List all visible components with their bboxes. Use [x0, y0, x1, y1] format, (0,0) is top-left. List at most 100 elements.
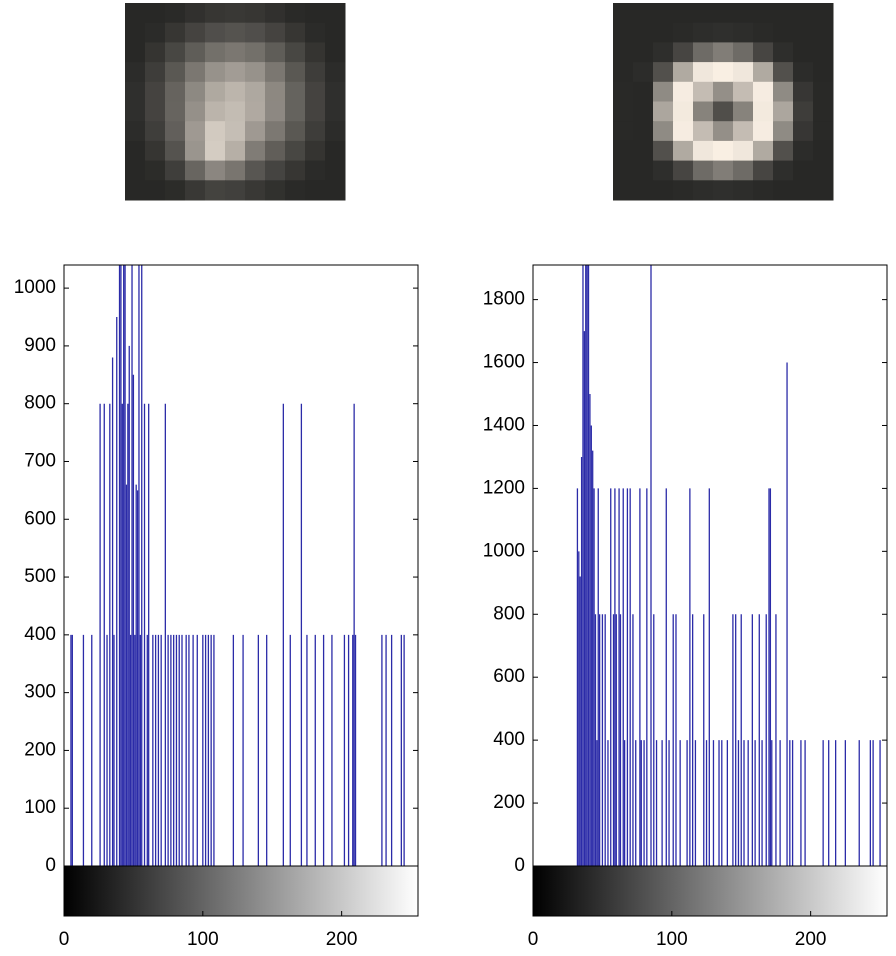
- pixel: [225, 121, 246, 142]
- pixel: [185, 62, 206, 83]
- pixel: [653, 22, 674, 43]
- pixel: [693, 180, 714, 201]
- pixel: [125, 101, 146, 122]
- pixel: [673, 160, 694, 181]
- pixel: [185, 81, 206, 102]
- x-tick-label: 0: [59, 929, 70, 950]
- pixel: [733, 62, 754, 83]
- pixel: [693, 140, 714, 162]
- pixel: [225, 160, 246, 181]
- y-tick-label: 800: [24, 393, 56, 414]
- pixel: [613, 22, 634, 43]
- colorbar: [532, 865, 888, 917]
- pixel: [713, 42, 734, 63]
- pixel: [713, 3, 734, 24]
- pixel: [733, 180, 754, 201]
- pixel: [713, 180, 734, 201]
- pixel: [733, 160, 754, 181]
- pixel: [265, 3, 286, 24]
- pixel: [205, 22, 226, 43]
- pixel: [713, 160, 734, 181]
- y-tick-label: 300: [24, 682, 56, 703]
- pixel: [813, 121, 834, 142]
- pixel: [225, 3, 246, 24]
- pixel: [733, 101, 754, 122]
- pixel: [185, 160, 206, 181]
- pixel: [673, 62, 694, 83]
- pixel: [125, 81, 146, 102]
- pixel: [325, 180, 346, 201]
- pixel: [145, 180, 166, 201]
- pixel: [245, 160, 266, 181]
- y-tick-label: 1400: [483, 414, 525, 435]
- pixel: [673, 3, 694, 24]
- pixel: [633, 22, 654, 43]
- pixel-image: [613, 3, 834, 201]
- x-tick-label: 200: [795, 929, 827, 950]
- y-tick-label: 200: [493, 792, 525, 813]
- pixel: [793, 62, 814, 83]
- pixel: [325, 62, 346, 83]
- pixel: [165, 160, 186, 181]
- pixel: [225, 180, 246, 201]
- stems: [576, 265, 881, 866]
- pixel: [245, 42, 266, 63]
- pixel: [713, 140, 734, 162]
- pixel: [753, 121, 774, 142]
- pixel: [713, 62, 734, 83]
- pixel: [633, 160, 654, 181]
- y-tick-label: 100: [24, 797, 56, 818]
- pixel: [753, 62, 774, 83]
- pixel: [633, 121, 654, 142]
- pixel: [305, 42, 326, 63]
- y-tick-label: 400: [493, 729, 525, 750]
- pixel: [813, 42, 834, 63]
- pixel: [693, 81, 714, 102]
- pixel: [753, 42, 774, 63]
- pixel: [733, 22, 754, 43]
- pixel: [265, 62, 286, 83]
- pixel: [205, 160, 226, 181]
- pixel: [813, 62, 834, 83]
- pixel: [753, 81, 774, 102]
- pixel: [125, 140, 146, 162]
- pixel: [633, 101, 654, 122]
- pixel: [773, 101, 794, 122]
- stems: [70, 265, 405, 866]
- pixel: [813, 180, 834, 201]
- pixel: [165, 22, 186, 43]
- pixel: [753, 101, 774, 122]
- pixel: [653, 81, 674, 102]
- pixel: [613, 42, 634, 63]
- pixel: [793, 140, 814, 162]
- colorbar: [63, 865, 419, 917]
- pixel: [813, 160, 834, 181]
- histogram: 0 200 400 600 800 1000 1200 1400 1600 1800 0 100 200: [483, 264, 888, 950]
- pixel: [145, 62, 166, 83]
- pixel: [673, 140, 694, 162]
- pixel: [165, 101, 186, 122]
- pixel: [225, 101, 246, 122]
- histogram: 0 100 200 300 400 500 600 700 800 900 1000 0 100 200: [14, 264, 419, 950]
- plot-area: [64, 265, 418, 866]
- pixel: [733, 3, 754, 24]
- pixel: [633, 140, 654, 162]
- pixel: [245, 81, 266, 102]
- pixel: [733, 140, 754, 162]
- pixel: [145, 3, 166, 24]
- pixel: [325, 42, 346, 63]
- pixel: [633, 42, 654, 63]
- pixel: [285, 180, 306, 201]
- pixel: [285, 160, 306, 181]
- y-tick-label: 0: [514, 855, 525, 876]
- plot-area: [533, 265, 887, 866]
- pixel: [185, 3, 206, 24]
- pixel: [753, 180, 774, 201]
- pixel: [205, 140, 226, 162]
- pixel: [613, 140, 634, 162]
- pixel: [305, 160, 326, 181]
- pixel: [205, 42, 226, 63]
- pixel: [325, 160, 346, 181]
- pixel: [613, 3, 634, 24]
- x-tick-label: 200: [326, 929, 358, 950]
